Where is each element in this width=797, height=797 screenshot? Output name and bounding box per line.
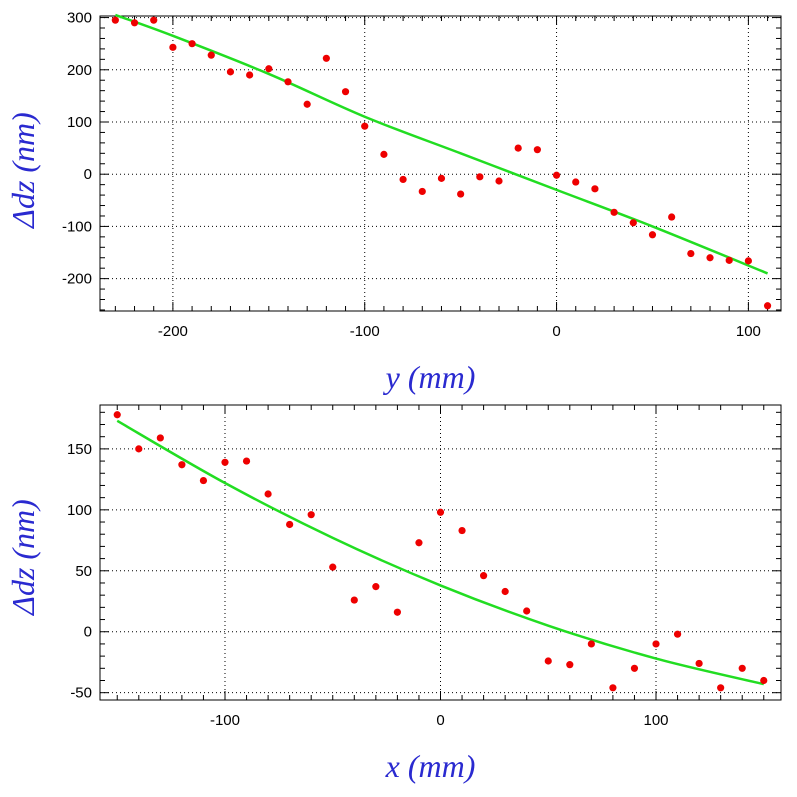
data-point xyxy=(695,659,703,668)
x-axis-title: y (mm) xyxy=(383,359,476,395)
data-point xyxy=(329,563,337,571)
data-point xyxy=(514,144,522,152)
data-point xyxy=(544,657,552,665)
data-point xyxy=(706,254,714,262)
data-point xyxy=(393,608,401,616)
y-axis-title: Δdz (nm) xyxy=(5,499,41,617)
data-point xyxy=(495,177,503,185)
data-point xyxy=(457,190,465,198)
data-point xyxy=(199,476,208,485)
data-point xyxy=(207,51,215,59)
y-tick-label: 150 xyxy=(67,441,92,458)
data-point xyxy=(523,607,531,615)
data-point xyxy=(609,684,617,692)
x-axis-title: x (mm) xyxy=(385,748,476,784)
data-point xyxy=(648,231,657,239)
data-point xyxy=(668,213,676,221)
y-tick-label: 200 xyxy=(67,62,92,79)
y-axis-title: Δdz (nm) xyxy=(5,112,41,230)
top-plot-panel: -200 -100 0 100 -200 -100 0 100 200 300 y (mm) Δdz … xyxy=(5,10,782,395)
data-point xyxy=(717,684,725,692)
y-tick-label: 100 xyxy=(67,114,92,131)
data-point xyxy=(399,175,407,184)
x-tick-label: 0 xyxy=(436,712,444,729)
data-point xyxy=(226,68,235,76)
data-point xyxy=(380,150,388,158)
data-point xyxy=(221,458,229,466)
data-point xyxy=(630,664,639,672)
data-point xyxy=(111,16,119,24)
y-tick-label: 300 xyxy=(67,10,92,27)
data-point xyxy=(725,256,733,264)
data-point xyxy=(372,583,380,591)
data-point xyxy=(629,219,637,227)
data-point xyxy=(265,65,273,73)
data-point xyxy=(135,445,143,453)
data-point xyxy=(415,539,423,547)
data-point xyxy=(552,171,561,179)
data-point xyxy=(591,185,599,193)
data-point xyxy=(286,520,294,529)
data-point xyxy=(587,640,595,648)
bottom-plot-panel: -100 0 100 -50 0 50 100 150 x (mm) Δdz (nm) xyxy=(5,404,782,784)
data-point xyxy=(284,78,292,86)
y-tick-label: -100 xyxy=(62,218,92,235)
x-tick-label: 100 xyxy=(643,712,668,729)
data-point xyxy=(476,173,484,181)
data-point xyxy=(480,572,488,580)
fit-curve xyxy=(114,13,769,275)
data-point xyxy=(458,526,466,535)
data-point xyxy=(113,411,121,419)
data-point xyxy=(156,434,164,442)
data-point xyxy=(130,19,139,27)
data-point xyxy=(610,208,618,216)
data-point xyxy=(763,302,772,310)
data-point xyxy=(738,664,746,672)
data-point xyxy=(246,71,254,79)
y-tick-label: 100 xyxy=(67,502,92,519)
data-point xyxy=(652,640,660,648)
plot-frame xyxy=(99,404,782,701)
data-point xyxy=(361,122,369,130)
data-point xyxy=(307,511,315,519)
data-point xyxy=(178,461,186,469)
data-point xyxy=(150,16,158,24)
plot-frame xyxy=(99,15,782,312)
fit-curve xyxy=(116,419,765,686)
x-tick-label: -100 xyxy=(210,712,240,729)
data-point xyxy=(169,43,177,51)
data-point xyxy=(350,596,358,604)
data-point xyxy=(418,187,426,196)
data-point xyxy=(687,249,695,258)
y-tick-label: 50 xyxy=(75,563,92,580)
x-tick-label: -200 xyxy=(158,323,188,340)
data-point xyxy=(760,676,768,685)
data-point xyxy=(264,490,272,498)
y-tick-label: -200 xyxy=(62,271,92,288)
y-tick-label: -50 xyxy=(70,685,92,702)
data-point xyxy=(436,508,445,516)
x-tick-label: 0 xyxy=(552,323,560,340)
data-point xyxy=(566,661,574,669)
data-point xyxy=(341,88,350,96)
x-tick-label: 100 xyxy=(736,323,761,340)
data-point xyxy=(242,457,251,465)
data-point xyxy=(673,630,682,638)
x-tick-label: -100 xyxy=(350,323,380,340)
data-point xyxy=(322,54,330,62)
data-point xyxy=(303,100,311,108)
data-point xyxy=(437,174,446,182)
data-point xyxy=(533,146,541,154)
data-point xyxy=(501,587,509,596)
y-tick-label: 0 xyxy=(84,166,92,183)
y-tick-label: 0 xyxy=(84,624,92,641)
data-point xyxy=(572,178,580,186)
data-point xyxy=(744,257,752,265)
data-point xyxy=(188,40,196,48)
